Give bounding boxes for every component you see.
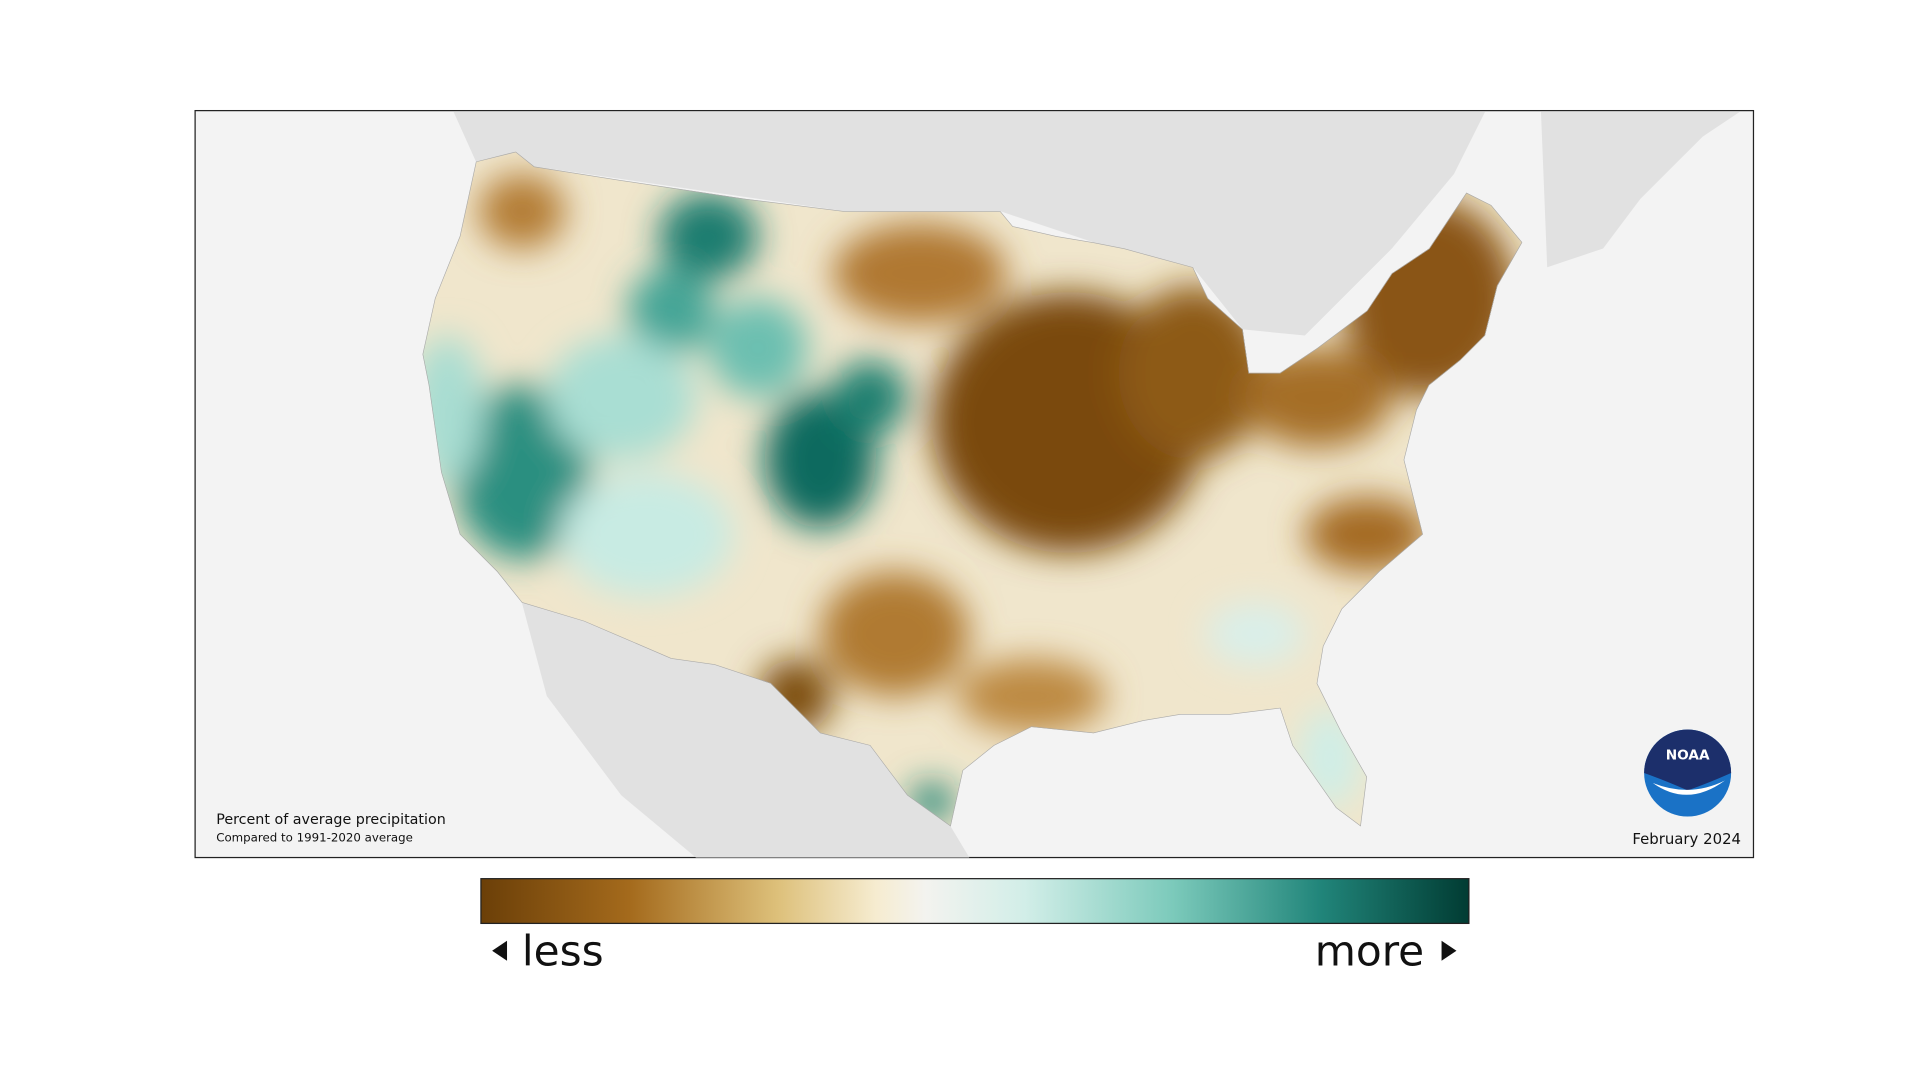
legend-low-label: less [522, 927, 604, 976]
less-arrow [492, 940, 508, 961]
color-bar [480, 878, 1470, 925]
legend-high-label: more [1315, 927, 1424, 976]
logo-text: NOAA [1666, 747, 1710, 763]
precipitation-field [422, 151, 1523, 827]
caption-title: Percent of average precipitation [216, 812, 446, 828]
map-date: February 2024 [1632, 830, 1741, 848]
noaa-logo: NOAA [1644, 729, 1732, 817]
more-arrow [1441, 940, 1457, 961]
neighbor-land [453, 111, 1740, 858]
caption-subtitle: Compared to 1991-2020 average [216, 830, 413, 844]
